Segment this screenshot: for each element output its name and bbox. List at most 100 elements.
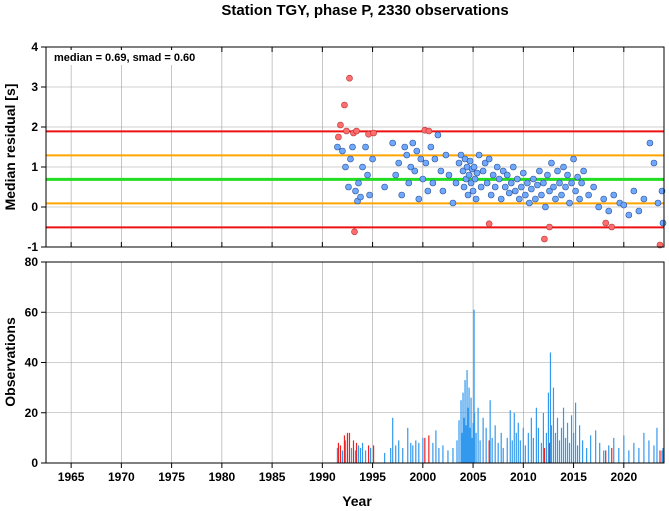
residual-point bbox=[457, 151, 465, 159]
residual-point bbox=[546, 187, 553, 195]
residual-point bbox=[359, 163, 366, 171]
residual-point bbox=[362, 143, 369, 151]
residual-point bbox=[658, 187, 666, 195]
residual-point bbox=[483, 179, 491, 187]
residual-point bbox=[570, 155, 577, 163]
x-tick-label: 2010 bbox=[510, 470, 537, 484]
residual-point bbox=[605, 207, 613, 215]
y-tick-label: 80 bbox=[25, 255, 39, 269]
outlier-point bbox=[341, 101, 348, 109]
residual-point bbox=[540, 179, 547, 187]
y-tick-label: 0 bbox=[31, 456, 38, 470]
residual-point bbox=[560, 163, 567, 171]
outlier-point bbox=[546, 223, 553, 231]
observations-y-ticks: 0 20 40 60 80 bbox=[25, 255, 46, 470]
residual-point bbox=[635, 207, 643, 215]
x-tick-label: 1980 bbox=[209, 470, 236, 484]
residual-point bbox=[455, 159, 463, 167]
outlier-point bbox=[343, 127, 350, 135]
residual-point bbox=[554, 167, 561, 175]
residual-x-ticks bbox=[70, 47, 625, 247]
residual-point bbox=[493, 163, 501, 171]
outlier-point bbox=[353, 127, 360, 135]
residual-point bbox=[580, 167, 587, 175]
x-tick-label: 1965 bbox=[58, 470, 85, 484]
residual-point bbox=[620, 201, 628, 209]
residual-point bbox=[381, 183, 388, 191]
residual-point bbox=[495, 175, 503, 183]
residual-point bbox=[548, 159, 555, 167]
residual-point bbox=[595, 203, 602, 211]
residual-point bbox=[524, 179, 531, 187]
residual-point bbox=[467, 179, 475, 187]
outlier-point bbox=[541, 235, 548, 243]
residual-point bbox=[491, 183, 499, 191]
residual-point bbox=[407, 163, 415, 171]
residual-point bbox=[465, 171, 473, 179]
outlier-point bbox=[335, 133, 342, 141]
outlier-point bbox=[351, 228, 358, 236]
residual-point bbox=[568, 179, 575, 187]
x-tick-label: 2005 bbox=[460, 470, 487, 484]
residual-point bbox=[422, 159, 430, 167]
residual-point bbox=[544, 171, 551, 179]
y-tick-label: 40 bbox=[25, 356, 39, 370]
residual-point bbox=[505, 189, 513, 197]
residual-point bbox=[339, 147, 346, 155]
residual-point bbox=[355, 179, 362, 187]
residual-point bbox=[532, 195, 539, 203]
residual-point bbox=[562, 183, 569, 191]
x-tick-label: 1985 bbox=[259, 470, 286, 484]
outlier-point bbox=[608, 223, 616, 231]
residual-point bbox=[473, 169, 481, 177]
residual-point bbox=[392, 171, 399, 179]
residual-point bbox=[471, 175, 479, 183]
residual-point bbox=[419, 175, 427, 183]
residual-point bbox=[452, 179, 460, 187]
residual-point bbox=[625, 211, 633, 219]
residual-point bbox=[566, 199, 573, 207]
residual-point bbox=[357, 193, 364, 201]
y-tick-label: 20 bbox=[25, 406, 39, 420]
residual-point bbox=[364, 171, 371, 179]
residual-point bbox=[518, 183, 525, 191]
outlier-point bbox=[425, 127, 433, 135]
residual-point bbox=[497, 195, 505, 203]
residual-point bbox=[403, 151, 411, 159]
residual-point bbox=[445, 171, 453, 179]
residual-point bbox=[477, 183, 485, 191]
residual-point bbox=[564, 171, 571, 179]
residual-point bbox=[485, 155, 493, 163]
median-smad-annotation: median = 0.69, smad = 0.60 bbox=[54, 52, 195, 64]
residual-point bbox=[475, 151, 483, 159]
y-tick-label: 0 bbox=[31, 200, 38, 214]
x-tick-label: 1975 bbox=[158, 470, 185, 484]
residual-point bbox=[585, 191, 592, 199]
residual-point bbox=[552, 195, 559, 203]
residual-point bbox=[487, 191, 495, 199]
residual-point bbox=[556, 179, 563, 187]
residual-point bbox=[470, 163, 478, 171]
observation-bars bbox=[336, 309, 664, 463]
residual-point bbox=[538, 191, 545, 199]
residual-point bbox=[460, 183, 468, 191]
residual-point bbox=[515, 195, 523, 203]
residual-point bbox=[576, 195, 583, 203]
residual-plot-frame bbox=[45, 46, 665, 248]
residual-y-ticks: -1 0 1 2 3 4 bbox=[27, 40, 46, 254]
residual-panel: -1 0 1 2 3 4 median = 0.69, smad = 0.60 Media… bbox=[2, 40, 667, 254]
residual-point bbox=[427, 143, 435, 151]
residual-point bbox=[342, 163, 349, 171]
residual-point bbox=[558, 191, 565, 199]
x-tick-label: 2000 bbox=[409, 470, 436, 484]
residual-point bbox=[526, 199, 533, 207]
residual-point bbox=[536, 167, 543, 175]
residual-point bbox=[489, 171, 497, 179]
residual-point bbox=[499, 167, 507, 175]
residual-point bbox=[409, 139, 417, 147]
residual-point bbox=[405, 179, 413, 187]
residual-point bbox=[511, 187, 519, 195]
residual-point bbox=[401, 143, 409, 151]
residual-point bbox=[345, 183, 352, 191]
